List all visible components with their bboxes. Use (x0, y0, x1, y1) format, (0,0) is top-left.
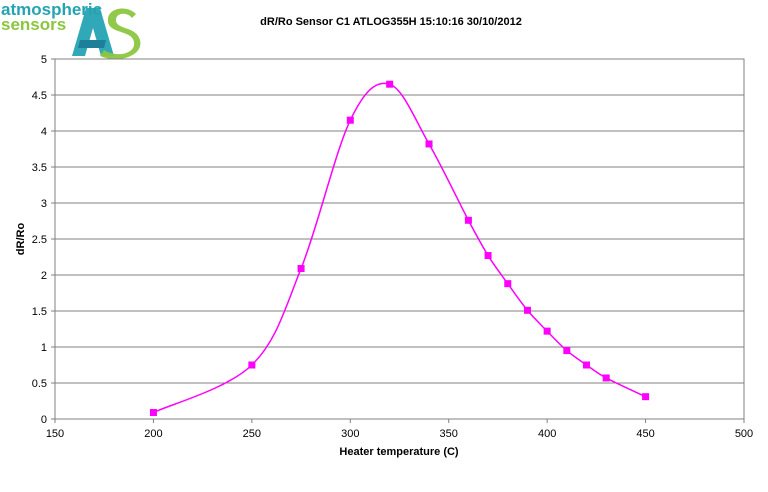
y-tick-label: 1.5 (32, 306, 47, 318)
x-tick-label: 300 (341, 428, 359, 440)
y-tick-label: 3.5 (32, 162, 47, 174)
x-axis-label: Heater temperature (C) (339, 446, 459, 458)
x-tick-label: 500 (735, 428, 753, 440)
x-tick-label: 450 (636, 428, 654, 440)
y-tick-label: 0.5 (32, 378, 47, 390)
data-point-marker (602, 374, 610, 382)
data-point-marker (464, 216, 472, 224)
data-point-marker (297, 265, 305, 273)
data-point-marker (484, 252, 492, 260)
data-point-marker (386, 80, 394, 88)
y-tick-label: 4 (41, 126, 47, 138)
data-point-marker (504, 280, 512, 288)
chart-title: dR/Ro Sensor C1 ATLOG355H 15:10:16 30/10… (260, 16, 522, 28)
series-markers (149, 80, 650, 417)
data-point-marker (583, 361, 591, 369)
y-axis-label: dR/Ro (15, 223, 27, 256)
data-point-marker (523, 306, 531, 314)
x-tick-label: 200 (144, 428, 162, 440)
logo-text-line1: atmospheric (1, 0, 103, 19)
x-tick-label: 150 (46, 428, 64, 440)
x-tick-label: 250 (243, 428, 261, 440)
logo-mark (72, 8, 141, 60)
y-tick-label: 1 (41, 342, 47, 354)
data-point-marker (149, 409, 157, 417)
gridlines (55, 94, 744, 384)
x-tick-label: 350 (440, 428, 458, 440)
data-point-marker (248, 361, 256, 369)
data-point-marker (346, 116, 354, 124)
y-tick-label: 2.5 (32, 234, 47, 246)
data-point-marker (543, 327, 551, 335)
y-tick-label: 4.5 (32, 90, 47, 102)
y-tick-label: 5 (41, 54, 47, 66)
data-point-marker (563, 347, 571, 355)
logo-text-line2: sensors (1, 15, 67, 34)
y-tick-label: 3 (41, 198, 47, 210)
y-tick-label: 0 (41, 414, 47, 426)
y-tick-label: 2 (41, 270, 47, 282)
data-point-marker (425, 140, 433, 148)
company-logo: atmospheric sensors (0, 0, 150, 60)
x-axis-ticks: 150 200 250 300 350 400 450 500 (46, 419, 753, 440)
data-point-marker (642, 393, 650, 401)
y-axis-ticks: 0 0.5 1 1.5 2 2.5 3 3.5 4 4.5 5 (32, 54, 55, 426)
x-tick-label: 400 (538, 428, 556, 440)
